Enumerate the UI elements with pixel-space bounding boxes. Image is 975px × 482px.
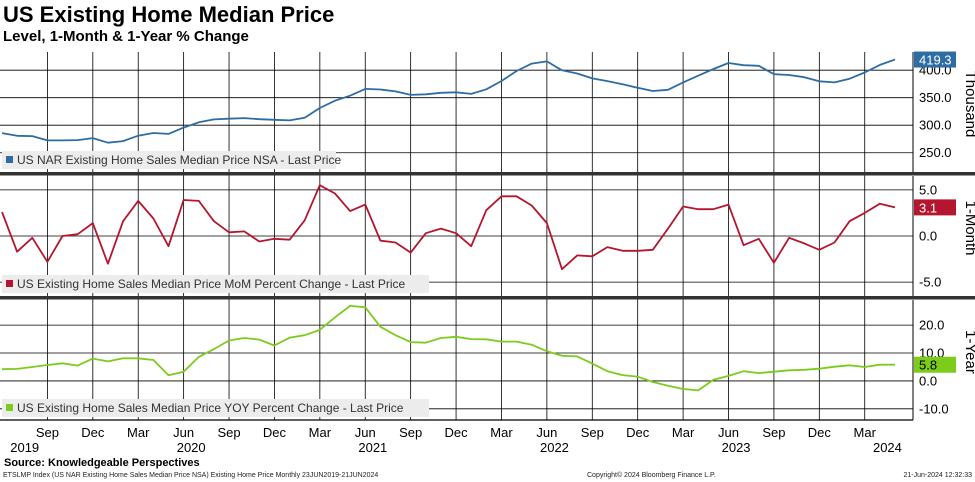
panel1-legend-box bbox=[2, 151, 336, 169]
panel2-series-line bbox=[1, 184, 896, 271]
x-month-label: Dec bbox=[263, 425, 287, 440]
x-year-label: 2023 bbox=[722, 440, 751, 455]
copyright-note: Copyright© 2024 Bloomberg Finance L.P. bbox=[587, 472, 716, 479]
panel3-series-line bbox=[1, 304, 895, 392]
index-info: ETSLMP Index (US NAR Existing Home Sales… bbox=[3, 472, 379, 479]
panel3-last-value-label: 5.8 bbox=[919, 358, 937, 373]
x-month-label: Dec bbox=[445, 425, 469, 440]
x-month-label: Jun bbox=[536, 425, 557, 440]
panel1-last-value-badge bbox=[914, 51, 956, 68]
source-note: Source: Knowledgeable Perspectives bbox=[4, 457, 200, 469]
x-month-label: Sep bbox=[762, 425, 785, 440]
panel1-series-line bbox=[1, 58, 896, 144]
panel1-last-value-label: 419.3 bbox=[919, 53, 952, 68]
x-month-label: Sep bbox=[581, 425, 604, 440]
panel3-ytick-label: -10.0 bbox=[919, 401, 949, 416]
x-month-label: Sep bbox=[399, 425, 422, 440]
panel1-ytick-label: 350.0 bbox=[919, 90, 952, 105]
x-month-label: Mar bbox=[127, 425, 150, 440]
panel3-ytick-label: 0.0 bbox=[919, 373, 937, 388]
x-month-label: Mar bbox=[309, 425, 332, 440]
panel3-legend-box bbox=[2, 399, 429, 417]
x-year-label: 2021 bbox=[358, 440, 387, 455]
panel3-axis-title: 1-Year bbox=[962, 330, 975, 374]
chart-subtitle: Level, 1-Month & 1-Year % Change bbox=[3, 28, 249, 45]
x-month-label: Dec bbox=[81, 425, 105, 440]
panel2-axis-title: 1-Month bbox=[962, 200, 975, 255]
x-year-label: 2020 bbox=[177, 440, 206, 455]
panel2-legend-box bbox=[2, 275, 429, 293]
x-month-label: Sep bbox=[217, 425, 240, 440]
x-month-label: Jun bbox=[355, 425, 376, 440]
panel3-legend-swatch bbox=[6, 404, 13, 411]
panel1-legend-swatch bbox=[6, 156, 13, 163]
panel2-legend-swatch bbox=[6, 280, 13, 287]
x-month-label: Dec bbox=[808, 425, 832, 440]
panel2-ytick-label: -5.0 bbox=[919, 275, 941, 290]
panel1-ytick-label: 250.0 bbox=[919, 145, 952, 160]
panel3-legend-label: US Existing Home Sales Median Price YOY … bbox=[17, 401, 404, 415]
x-year-label: 2024 bbox=[873, 440, 902, 455]
panel2-ytick-label: 5.0 bbox=[919, 182, 937, 197]
x-month-label: Mar bbox=[672, 425, 695, 440]
x-month-label: Mar bbox=[490, 425, 513, 440]
panel1-legend-label: US NAR Existing Home Sales Median Price … bbox=[17, 153, 341, 167]
x-year-label: 2022 bbox=[540, 440, 569, 455]
panel-separator-1 bbox=[0, 296, 975, 300]
timestamp: 21-Jun-2024 12:32:33 bbox=[903, 472, 973, 479]
panel1-ytick-label: 300.0 bbox=[919, 118, 952, 133]
panel3-last-value-badge bbox=[914, 356, 956, 373]
x-month-label: Mar bbox=[854, 425, 877, 440]
panel3-ytick-label: 20.0 bbox=[919, 318, 944, 333]
x-month-label: Jun bbox=[173, 425, 194, 440]
x-month-label: Sep bbox=[36, 425, 59, 440]
panel2-ytick-label: 0.0 bbox=[919, 229, 937, 244]
x-month-label: Jun bbox=[718, 425, 739, 440]
x-month-label: Dec bbox=[626, 425, 650, 440]
panel2-legend-label: US Existing Home Sales Median Price MoM … bbox=[17, 277, 405, 291]
panel2-last-value-label: 3.1 bbox=[919, 200, 937, 215]
panel2-last-value-badge bbox=[914, 199, 956, 216]
chart-title: US Existing Home Median Price bbox=[3, 2, 335, 27]
x-year-label: 2019 bbox=[10, 440, 39, 455]
panel1-axis-title: Thousand bbox=[962, 71, 975, 138]
panel-separator-0 bbox=[0, 172, 975, 176]
